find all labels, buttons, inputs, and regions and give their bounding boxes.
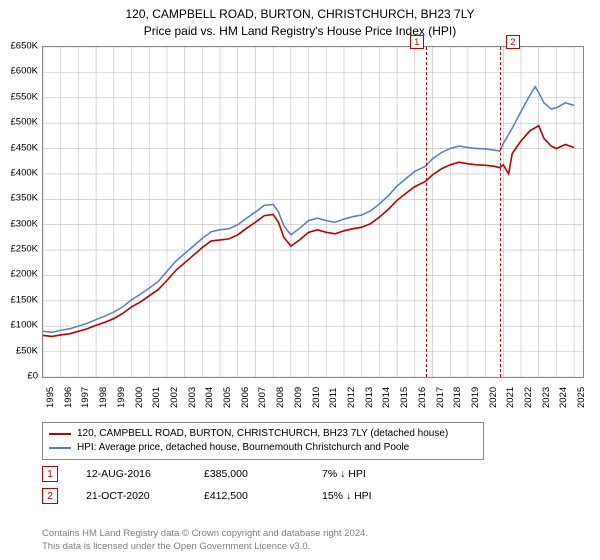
x-tick-label: 2009 (293, 387, 304, 408)
x-tick-label: 2020 (488, 387, 499, 408)
footer-attribution: Contains HM Land Registry data © Crown c… (42, 528, 368, 554)
x-tick-label: 1996 (63, 387, 74, 408)
x-tick-label: 2001 (151, 387, 162, 408)
event-row-1: 1 12-AUG-2016 £385,000 7% ↓ HPI (42, 466, 582, 482)
x-tick-label: 2014 (381, 387, 392, 408)
x-tick-label: 2015 (399, 387, 410, 408)
y-tick-label: £400K (11, 167, 38, 178)
x-tick-label: 2010 (311, 387, 322, 408)
y-tick-label: £200K (11, 269, 38, 280)
x-tick-label: 2002 (169, 387, 180, 408)
x-tick-label: 2006 (240, 387, 251, 408)
title-line-1: 120, CAMPBELL ROAD, BURTON, CHRISTCHURCH… (0, 6, 600, 23)
y-tick-label: £0 (27, 371, 38, 382)
legend-box: 120, CAMPBELL ROAD, BURTON, CHRISTCHURCH… (42, 422, 484, 460)
y-tick-label: £450K (11, 142, 38, 153)
chart-title-block: 120, CAMPBELL ROAD, BURTON, CHRISTCHURCH… (0, 0, 600, 40)
x-tick-label: 2025 (576, 387, 587, 408)
y-tick-label: £100K (11, 320, 38, 331)
event-vline-1 (426, 47, 427, 377)
footer-line-1: Contains HM Land Registry data © Crown c… (42, 528, 368, 541)
event-num-box: 2 (42, 488, 58, 504)
legend-row-hpi: HPI: Average price, detached house, Bour… (49, 441, 477, 455)
event-date: 21-OCT-2020 (86, 490, 176, 502)
y-tick-label: £250K (11, 244, 38, 255)
x-tick-label: 2022 (523, 387, 534, 408)
y-tick-label: £50K (16, 345, 38, 356)
y-tick-label: £550K (11, 91, 38, 102)
x-tick-label: 2007 (257, 387, 268, 408)
event-price: £385,000 (204, 468, 294, 480)
x-tick-label: 2011 (328, 388, 339, 408)
event-vline-2 (500, 47, 501, 377)
x-tick-label: 2016 (417, 387, 428, 408)
y-tick-label: £300K (11, 218, 38, 229)
event-marker-2: 2 (506, 35, 520, 49)
x-tick-label: 2008 (275, 387, 286, 408)
x-tick-label: 2005 (222, 387, 233, 408)
x-tick-label: 2018 (452, 387, 463, 408)
x-tick-label: 2019 (470, 387, 481, 408)
x-tick-label: 2021 (505, 387, 516, 408)
y-tick-label: £650K (11, 41, 38, 52)
y-tick-label: £350K (11, 193, 38, 204)
x-tick-label: 2017 (435, 387, 446, 408)
event-price: £412,500 (204, 490, 294, 502)
x-tick-label: 1999 (116, 387, 127, 408)
y-axis-labels: £0£50K£100K£150K£200K£250K£300K£350K£400… (0, 46, 40, 376)
footer-line-2: This data is licensed under the Open Gov… (42, 541, 368, 554)
y-tick-label: £600K (11, 66, 38, 77)
legend-swatch-hpi (49, 447, 71, 449)
y-tick-label: £500K (11, 117, 38, 128)
x-axis-labels: 1995 1996 1997 1998 1999 2000 2001 2002 2003 2004… (42, 378, 582, 418)
x-tick-label: 1997 (80, 387, 91, 408)
x-tick-label: 1995 (45, 387, 56, 408)
x-tick-label: 2003 (187, 387, 198, 408)
legend-label-hpi: HPI: Average price, detached house, Bour… (77, 441, 409, 455)
event-pct: 7% ↓ HPI (322, 468, 412, 480)
event-date: 12-AUG-2016 (86, 468, 176, 480)
x-tick-label: 2023 (541, 387, 552, 408)
chart-svg (43, 47, 583, 377)
event-num-box: 1 (42, 466, 58, 482)
legend-swatch-property (49, 433, 71, 435)
legend-row-property: 120, CAMPBELL ROAD, BURTON, CHRISTCHURCH… (49, 427, 477, 441)
x-tick-label: 2004 (204, 387, 215, 408)
event-marker-1: 1 (410, 35, 424, 49)
x-tick-label: 2012 (346, 387, 357, 408)
x-tick-label: 2000 (134, 387, 145, 408)
chart-plot-area: 12 (42, 46, 584, 378)
event-row-2: 2 21-OCT-2020 £412,500 15% ↓ HPI (42, 488, 582, 504)
legend-label-property: 120, CAMPBELL ROAD, BURTON, CHRISTCHURCH… (77, 427, 448, 441)
x-tick-label: 1998 (98, 387, 109, 408)
x-tick-label: 2024 (558, 387, 569, 408)
event-pct: 15% ↓ HPI (322, 490, 412, 502)
y-tick-label: £150K (11, 294, 38, 305)
events-table: 1 12-AUG-2016 £385,000 7% ↓ HPI 2 21-OCT-2020… (42, 466, 582, 510)
x-tick-label: 2013 (364, 387, 375, 408)
